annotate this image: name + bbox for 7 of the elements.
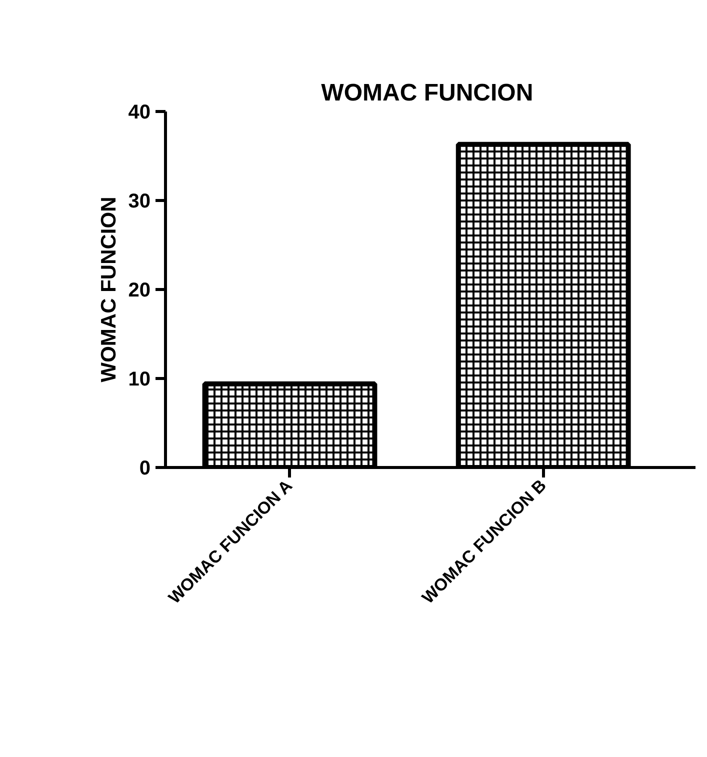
y-tick-label: 10 <box>128 368 151 390</box>
y-tick-label: 30 <box>128 190 151 212</box>
chart-title: WOMAC FUNCION <box>321 80 534 106</box>
y-tick-label: 20 <box>128 280 151 302</box>
y-tick-label: 40 <box>128 102 151 124</box>
y-axis-title: WOMAC FUNCION <box>97 196 120 382</box>
y-tick-label: 0 <box>139 458 150 480</box>
